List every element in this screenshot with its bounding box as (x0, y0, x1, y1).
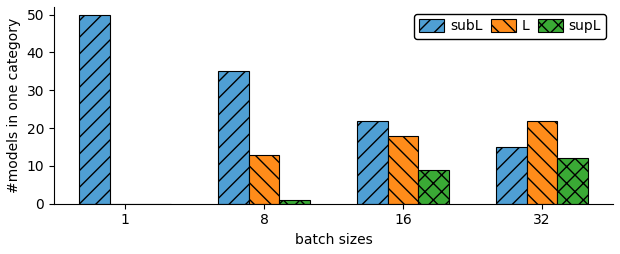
Bar (418, 170, 449, 204)
Bar (279, 200, 310, 204)
Bar (526, 120, 557, 204)
Legend: subL, L, supL: subL, L, supL (414, 14, 606, 39)
Bar (496, 147, 526, 204)
Bar (218, 71, 249, 204)
Bar (79, 14, 110, 204)
Bar (557, 158, 588, 204)
Bar (249, 155, 279, 204)
Bar (388, 136, 418, 204)
Y-axis label: #models in one category: #models in one category (7, 18, 21, 193)
X-axis label: batch sizes: batch sizes (294, 233, 373, 247)
Bar (357, 120, 388, 204)
